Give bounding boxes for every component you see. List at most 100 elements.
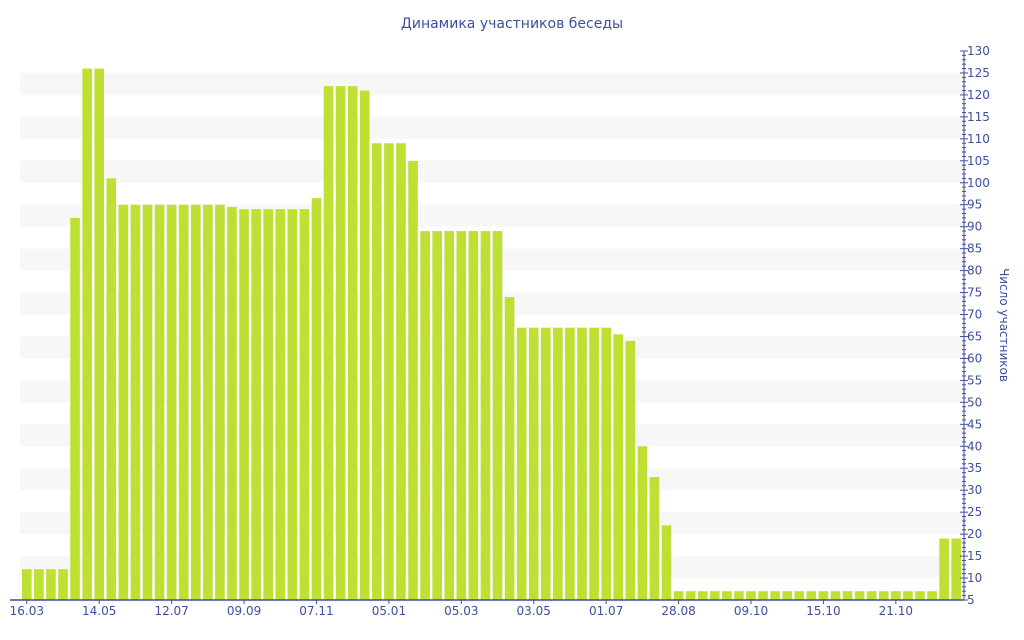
bar <box>842 591 853 600</box>
y-tick-label: 50 <box>967 395 982 409</box>
bar <box>347 86 358 601</box>
bar <box>203 204 213 600</box>
bar <box>468 231 479 600</box>
bar <box>782 591 793 600</box>
x-axis: 16.03 14.05 12.07 09.09 07.11 05.01 05.03 03.05… <box>10 599 964 618</box>
bar <box>275 209 286 600</box>
bar <box>939 538 949 600</box>
y-tick-label: 70 <box>967 308 982 322</box>
bar <box>444 231 455 600</box>
y-tick-label: 20 <box>967 527 982 541</box>
bar <box>420 231 430 600</box>
bar <box>480 231 491 600</box>
bar <box>722 591 732 600</box>
bar <box>106 178 117 601</box>
bar <box>577 327 587 600</box>
bar <box>709 591 720 600</box>
bar <box>239 209 249 600</box>
y-tick-label: 40 <box>967 439 982 453</box>
bar <box>637 446 648 600</box>
y-tick-label: 55 <box>967 373 982 387</box>
y-tick-label: 45 <box>967 417 982 431</box>
y-tick-label: 110 <box>967 132 990 146</box>
bar <box>359 90 370 600</box>
bar <box>818 591 829 600</box>
bar <box>263 209 273 600</box>
x-tick-label: 05.03 <box>444 604 478 618</box>
bar <box>685 591 696 600</box>
y-tick-label: 120 <box>967 88 990 102</box>
y-tick-label: 115 <box>967 110 990 124</box>
y-tick-label: 15 <box>967 549 982 563</box>
bar <box>251 209 261 600</box>
y-tick-label: 30 <box>967 483 982 497</box>
bar <box>891 591 901 600</box>
grid-band <box>20 116 964 139</box>
y-tick-label: 125 <box>967 66 990 80</box>
bar <box>323 86 334 601</box>
grid-band <box>20 72 964 95</box>
x-tick-label: 14.05 <box>82 604 116 618</box>
bar <box>878 591 889 600</box>
y-tick-label: 25 <box>967 505 982 519</box>
bar <box>372 143 382 600</box>
bar <box>94 68 105 601</box>
bar <box>854 591 865 600</box>
y-tick-label: 65 <box>967 329 982 343</box>
bar <box>927 591 937 600</box>
y-tick-label: 90 <box>967 220 982 234</box>
bar <box>492 231 503 600</box>
bar <box>565 327 575 600</box>
x-tick-label: 01.07 <box>589 604 623 618</box>
bar <box>516 327 527 600</box>
y-tick-label: 100 <box>967 176 990 190</box>
bar <box>951 538 961 600</box>
bar <box>166 204 177 600</box>
bar <box>335 86 346 601</box>
bar <box>903 591 913 600</box>
bar <box>190 204 201 600</box>
bar <box>432 231 442 600</box>
grid-band <box>20 160 964 183</box>
bar <box>456 231 467 600</box>
x-tick-label: 03.05 <box>517 604 551 618</box>
bar <box>589 327 599 600</box>
y-tick-label: 85 <box>967 242 982 256</box>
y-tick-label: 80 <box>967 264 982 278</box>
x-tick-label: 16.03 <box>10 604 44 618</box>
bar <box>673 591 684 600</box>
x-tick-label: 12.07 <box>154 604 188 618</box>
bar <box>553 327 563 600</box>
y-tick-label: 95 <box>967 198 982 212</box>
y-tick-label: 60 <box>967 351 982 365</box>
x-tick-label: 15.10 <box>806 604 840 618</box>
bar <box>746 591 756 600</box>
x-tick-label: 28.08 <box>661 604 695 618</box>
x-tick-label: 05.01 <box>372 604 406 618</box>
y-axis: 5 10 15 20 25 30 35 40 45 50 55 60 65 70 75 80 85 90 95 100… <box>960 44 990 607</box>
bar <box>227 206 237 600</box>
bar <box>22 569 32 600</box>
bar <box>794 591 805 600</box>
bar <box>82 68 92 601</box>
bar <box>58 569 68 600</box>
bar <box>866 591 877 600</box>
bar <box>408 160 418 601</box>
y-tick-label: 35 <box>967 461 982 475</box>
bar <box>46 569 56 600</box>
bar <box>734 591 744 600</box>
bar <box>178 204 189 600</box>
bar <box>70 217 80 600</box>
bar <box>504 296 515 600</box>
y-tick-label: 75 <box>967 286 982 300</box>
bar <box>118 204 129 600</box>
bar <box>384 143 394 600</box>
chart-title: Динамика участников беседы <box>401 16 623 32</box>
y-tick-label: 10 <box>967 571 982 585</box>
bar <box>287 209 298 600</box>
bar <box>661 525 672 600</box>
y-tick-label: 5 <box>967 593 975 607</box>
x-tick-label: 21.10 <box>879 604 913 618</box>
bar <box>830 591 841 600</box>
